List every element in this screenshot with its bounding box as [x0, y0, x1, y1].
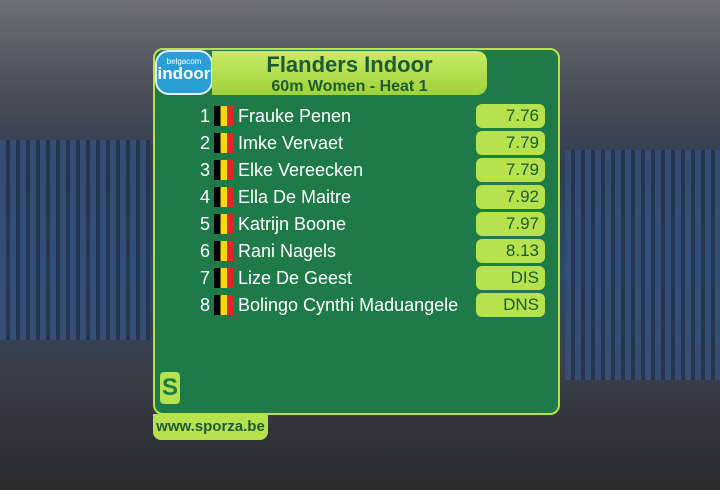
rank: 5: [199, 214, 210, 234]
flag: [214, 268, 234, 288]
result-time: 7.79: [476, 131, 545, 155]
rank: 4: [199, 187, 210, 207]
flag: [214, 187, 234, 207]
result-time: DNS: [476, 293, 545, 317]
title: Flanders Indoor: [266, 52, 433, 77]
athlete-name: Lize De Geest: [238, 268, 353, 288]
result-row: 4 Ella De Maitre 7.92: [196, 185, 546, 209]
rank: 6: [199, 241, 210, 261]
result-time: DIS: [476, 266, 545, 290]
athlete-name: Frauke Penen: [238, 106, 352, 126]
rank: 2: [199, 133, 210, 153]
footer-url: www.sporza.be: [153, 414, 268, 440]
channel-logo: S: [160, 372, 180, 404]
athlete-name: Imke Vervaet: [238, 133, 344, 153]
subtitle: 60m Women - Heat 1: [271, 78, 428, 95]
flag: [214, 160, 234, 180]
stands: [565, 150, 720, 380]
result-time: 7.92: [476, 185, 545, 209]
header: Flanders Indoor 60m Women - Heat 1: [212, 51, 487, 95]
logo-name: indoor: [157, 64, 211, 83]
athlete-name: Katrijn Boone: [238, 214, 347, 234]
event-logo: belgacom indoor: [155, 50, 213, 95]
athlete-name: Ella De Maitre: [238, 187, 352, 207]
rank: 7: [199, 268, 210, 288]
logo-brand: belgacom: [166, 57, 202, 66]
result-row: 7 Lize De Geest DIS: [196, 266, 546, 290]
flag: [214, 295, 234, 315]
athlete-name: Elke Vereecken: [238, 160, 364, 180]
stands: [0, 140, 150, 340]
result-time: 7.79: [476, 158, 545, 182]
result-row: 8 Bolingo Cynthi Maduangele DNS: [196, 293, 546, 317]
athlete-name: Rani Nagels: [238, 241, 337, 261]
result-row: 5 Katrijn Boone 7.97: [196, 212, 546, 236]
flag: [214, 133, 234, 153]
flag: [214, 106, 234, 126]
result-row: 2 Imke Vervaet 7.79: [196, 131, 546, 155]
flag: [214, 241, 234, 261]
result-time: 7.76: [476, 104, 545, 128]
flag: [214, 214, 234, 234]
result-row: 3 Elke Vereecken 7.79: [196, 158, 546, 182]
rank: 8: [199, 295, 210, 315]
rank: 3: [199, 160, 210, 180]
athlete-name: Bolingo Cynthi Maduangele: [238, 295, 459, 315]
rank: 1: [199, 106, 210, 126]
result-row: 6 Rani Nagels 8.13: [196, 239, 546, 263]
result-time: 7.97: [476, 212, 545, 236]
result-row: 1 Frauke Penen 7.76: [196, 104, 546, 128]
result-time: 8.13: [476, 239, 545, 263]
